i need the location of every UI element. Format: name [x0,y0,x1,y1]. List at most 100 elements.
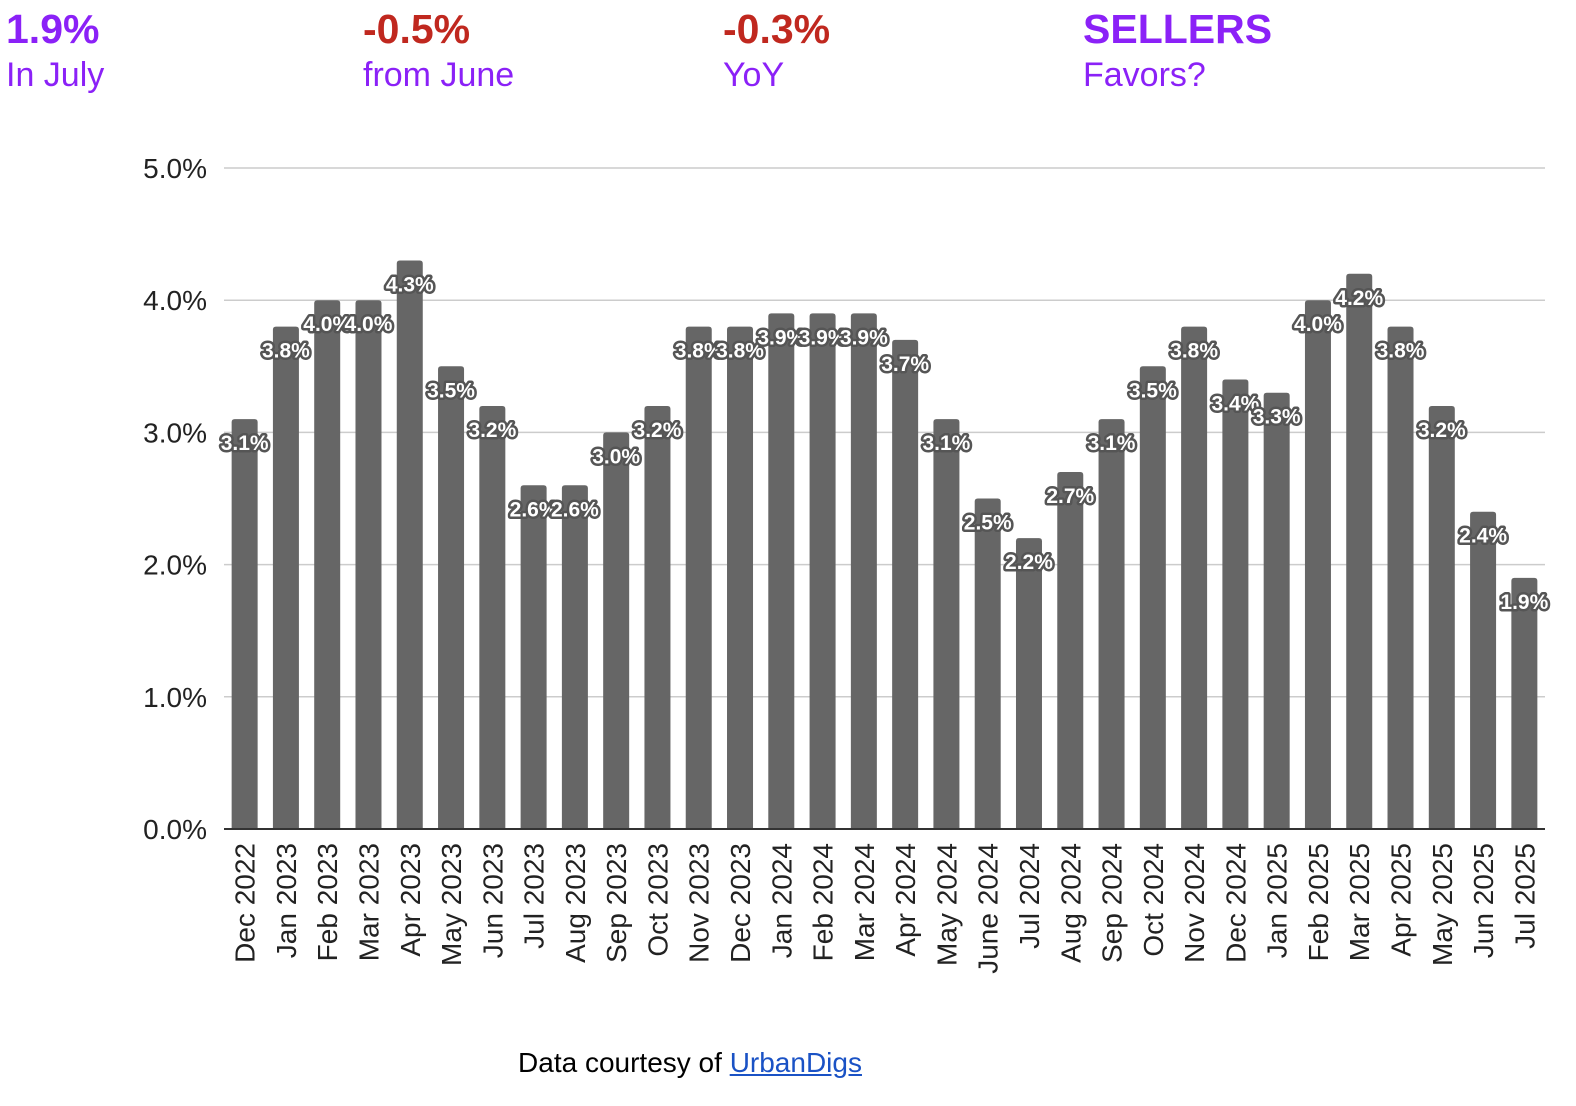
bars [231,260,1538,829]
bar [1428,405,1455,829]
bar [1098,419,1125,829]
data-label: 2.5% [964,512,1012,535]
stat-mom: -0.5% from June [363,4,514,96]
data-label: 2.6% [551,498,599,521]
bar [850,313,877,829]
data-label: 3.1% [221,432,269,455]
stat-market-label: Favors? [1083,56,1206,94]
urbandigs-link[interactable]: UrbanDigs [729,1047,862,1078]
stat-yoy-label: YoY [723,56,785,94]
x-tick-label: Dec 2022 [230,843,261,963]
x-tick-label: Sep 2024 [1097,843,1128,963]
data-label: 3.1% [922,432,970,455]
data-label: 2.7% [1046,485,1094,508]
data-label: 3.3% [1253,406,1301,429]
data-label: 2.6% [510,498,558,521]
bar [768,313,795,829]
data-label: 3.5% [1129,379,1177,402]
x-tick-label: Feb 2025 [1303,843,1334,961]
x-tick-label: Oct 2024 [1138,843,1169,957]
bar [1015,538,1042,829]
data-credit: Data courtesy of UrbanDigs [0,1047,1380,1079]
stat-month: 1.9% In July [6,4,104,96]
data-label: 3.2% [634,419,682,442]
data-label: 4.3% [386,274,434,297]
data-label: 3.8% [1170,340,1218,363]
bar [1387,326,1414,829]
x-tick-label: Nov 2024 [1179,843,1210,963]
bar [1139,366,1166,829]
x-tick-label: Jul 2024 [1014,843,1045,949]
data-label: 1.9% [1500,591,1548,614]
bar [231,419,258,829]
data-label: 3.2% [468,419,516,442]
bar [1346,273,1373,829]
y-tick-label: 2.0% [143,550,207,581]
data-label: 3.8% [262,340,310,363]
bar [561,485,588,829]
data-label: 3.8% [1377,340,1425,363]
x-tick-label: Oct 2023 [642,843,673,957]
x-tick-label: Mar 2024 [849,843,880,961]
bar-chart: 0.0%1.0%2.0%3.0%4.0%5.0% 3.1%3.8%4.0%4.0… [143,153,1551,974]
data-label: 3.9% [840,326,888,349]
bar [809,313,836,829]
stat-month-value: 1.9% [6,6,100,52]
y-tick-label: 0.0% [143,814,207,845]
bar [438,366,465,829]
bar [685,326,712,829]
bar [933,419,960,829]
credit-prefix: Data courtesy of [518,1047,730,1078]
data-label: 4.0% [303,313,351,336]
data-label: 2.2% [1005,551,1053,574]
x-tick-label: Feb 2023 [312,843,343,961]
y-tick-label: 1.0% [143,682,207,713]
data-label: 3.4% [1211,393,1259,416]
x-tick-label: Aug 2023 [560,843,591,963]
stat-market: SELLERS Favors? [1083,4,1272,96]
x-tick-label: Sep 2023 [601,843,632,963]
bar [1222,379,1249,829]
bar [1511,577,1538,829]
stat-mom-value: -0.5% [363,6,471,52]
x-tick-label: Nov 2023 [684,843,715,963]
x-tick-label: May 2024 [931,843,962,966]
data-label: 3.2% [1418,419,1466,442]
stat-yoy: -0.3% YoY [723,4,830,96]
stat-mom-label: from June [363,56,515,94]
bar [314,300,341,829]
data-label: 2.4% [1459,525,1507,548]
x-tick-label: June 2024 [973,843,1004,974]
bar [272,326,299,829]
data-label: 3.8% [716,340,764,363]
data-labels: 3.1%3.8%4.0%4.0%4.3%3.5%3.2%2.6%2.6%3.0%… [218,271,1551,616]
bar [520,485,547,829]
bar [644,405,671,829]
data-label: 3.9% [799,326,847,349]
bar [727,326,754,829]
bar [479,405,506,829]
bar [1470,511,1497,829]
bar [1304,300,1331,829]
x-tick-label: Dec 2024 [1220,843,1251,963]
bar [892,339,919,829]
bar [603,432,630,829]
x-tick-label: Feb 2024 [808,843,839,961]
data-label: 3.9% [757,326,805,349]
x-tick-label: Apr 2024 [890,843,921,957]
bar [1057,472,1084,829]
bar [355,300,382,829]
x-tick-label: Mar 2023 [353,843,384,961]
bar [396,260,423,829]
data-label: 3.0% [592,445,640,468]
x-tick-label: May 2023 [436,843,467,966]
x-tick-label: Aug 2024 [1055,843,1086,963]
x-tick-label: Dec 2023 [725,843,756,963]
y-axis-ticks: 0.0% 1.0% 2.0% 3.0% 4.0% 5.0% [143,153,207,845]
x-tick-label: Jul 2025 [1509,843,1540,949]
bar [974,498,1001,829]
x-tick-label: Jul 2023 [519,843,550,949]
data-label: 3.7% [881,353,929,376]
x-tick-label: Jan 2024 [766,843,797,958]
x-tick-label: May 2025 [1427,843,1458,966]
